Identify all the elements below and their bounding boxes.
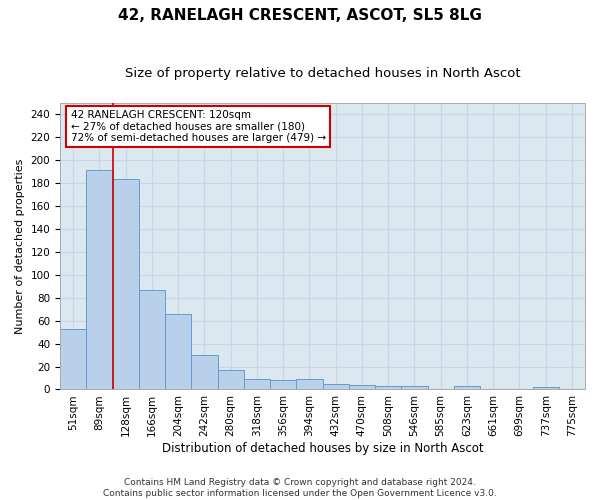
Text: Contains HM Land Registry data © Crown copyright and database right 2024.
Contai: Contains HM Land Registry data © Crown c… <box>103 478 497 498</box>
Bar <box>244 379 270 390</box>
Bar <box>375 386 401 390</box>
Bar <box>139 290 165 390</box>
Bar <box>218 370 244 390</box>
Bar <box>533 387 559 390</box>
Bar <box>349 385 375 390</box>
Bar <box>270 380 296 390</box>
Bar <box>191 355 218 390</box>
Bar <box>454 386 480 390</box>
Bar <box>60 328 86 390</box>
Bar <box>165 314 191 390</box>
Bar <box>113 180 139 390</box>
Y-axis label: Number of detached properties: Number of detached properties <box>15 158 25 334</box>
Bar <box>296 379 323 390</box>
Bar <box>401 386 428 390</box>
Text: 42, RANELAGH CRESCENT, ASCOT, SL5 8LG: 42, RANELAGH CRESCENT, ASCOT, SL5 8LG <box>118 8 482 22</box>
Text: 42 RANELAGH CRESCENT: 120sqm
← 27% of detached houses are smaller (180)
72% of s: 42 RANELAGH CRESCENT: 120sqm ← 27% of de… <box>71 110 326 143</box>
Bar <box>323 384 349 390</box>
Title: Size of property relative to detached houses in North Ascot: Size of property relative to detached ho… <box>125 68 520 80</box>
X-axis label: Distribution of detached houses by size in North Ascot: Distribution of detached houses by size … <box>162 442 484 455</box>
Bar <box>86 170 113 390</box>
